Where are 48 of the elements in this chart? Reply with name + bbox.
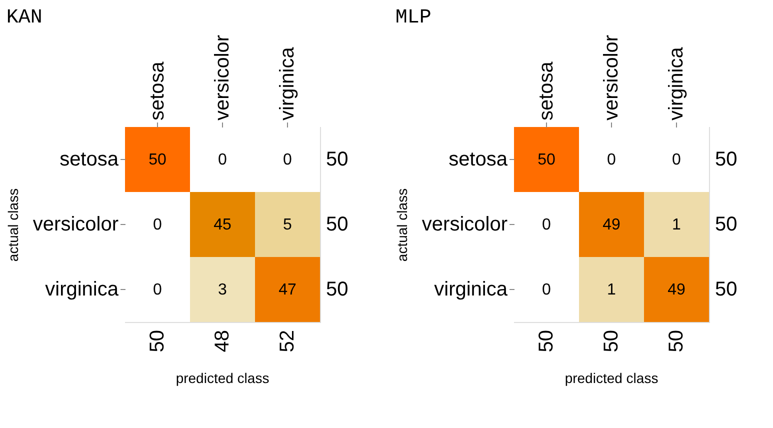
data-label: 0 bbox=[283, 152, 292, 168]
text: 50 bbox=[536, 330, 558, 352]
x-tick-label: versicolor bbox=[212, 34, 234, 120]
data-label: 0 bbox=[542, 216, 552, 234]
y-axis-title: actual class bbox=[4, 188, 21, 262]
y2-tick-label: 50 bbox=[326, 214, 348, 236]
y2-tick-label: 50 bbox=[715, 278, 738, 300]
text: 50 bbox=[666, 330, 688, 352]
y-tick-label: virginica bbox=[434, 278, 508, 300]
x-tick-label: virginica bbox=[666, 46, 688, 120]
y-tick-label: setosa bbox=[60, 148, 120, 170]
x-tick-label: setosa bbox=[536, 60, 558, 120]
text: 48 bbox=[212, 330, 234, 352]
data-label: 0 bbox=[672, 152, 682, 168]
data-label: 47 bbox=[278, 282, 296, 298]
data-label: 50 bbox=[148, 152, 166, 168]
data-label: 0 bbox=[153, 282, 162, 298]
chart-title: KAN bbox=[6, 6, 42, 30]
y2-tick-label: 50 bbox=[715, 148, 738, 170]
data-label: 5 bbox=[283, 216, 292, 234]
y-tick-label: versicolor bbox=[422, 214, 508, 236]
y2-tick-label: 50 bbox=[715, 214, 738, 236]
data-label: 49 bbox=[668, 282, 686, 298]
y2-tick-label: 50 bbox=[326, 148, 348, 170]
y-axis-title: actual class bbox=[394, 188, 410, 262]
chart-title: MLP bbox=[395, 6, 432, 30]
x-axis-title: predicted class bbox=[176, 370, 270, 386]
y2-tick-label: 50 bbox=[326, 278, 348, 300]
data-label: 1 bbox=[672, 216, 682, 234]
x-tick-label: virginica bbox=[276, 46, 298, 120]
data-label: 1 bbox=[607, 282, 616, 298]
data-label: 49 bbox=[602, 216, 620, 234]
data-label: 0 bbox=[542, 282, 552, 298]
x-tick-label: versicolor bbox=[600, 34, 622, 120]
data-label: 0 bbox=[218, 152, 228, 168]
data-label: 3 bbox=[218, 282, 228, 298]
data-label: 45 bbox=[214, 216, 232, 234]
text: 52 bbox=[276, 330, 298, 352]
data-label: 50 bbox=[538, 152, 556, 168]
data-label: 0 bbox=[607, 152, 616, 168]
y-tick-label: virginica bbox=[45, 278, 120, 300]
data-label: 0 bbox=[153, 216, 162, 234]
y-tick-label: setosa bbox=[448, 148, 508, 170]
x-axis-title: predicted class bbox=[564, 370, 658, 386]
text: 50 bbox=[146, 330, 168, 352]
x-tick-label: setosa bbox=[146, 60, 168, 120]
text: 50 bbox=[600, 330, 622, 352]
y-tick-label: versicolor bbox=[32, 214, 119, 236]
